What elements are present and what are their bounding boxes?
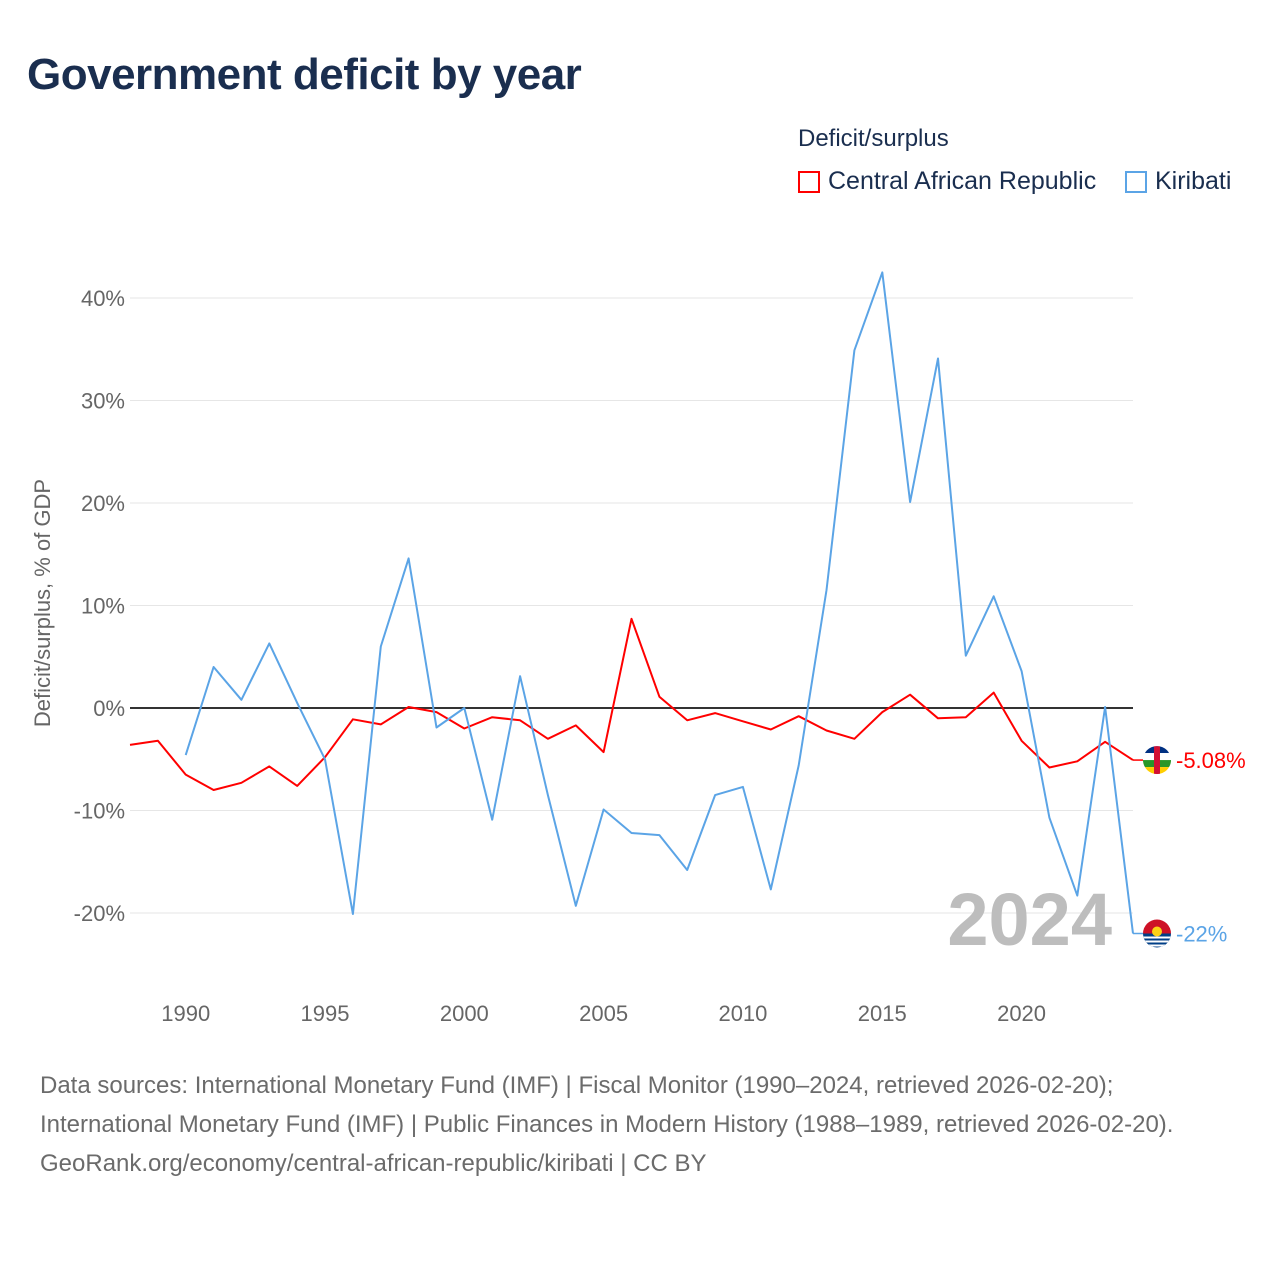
flag-wave — [1143, 944, 1171, 947]
x-tick-label: 1995 — [301, 1001, 350, 1026]
legend-item-kiribati[interactable]: Kiribati — [1125, 167, 1231, 196]
source-link[interactable]: GeoRank.org/economy/central-african-repu… — [40, 1150, 707, 1177]
flag-sun — [1152, 926, 1162, 937]
legend-title: Deficit/surplus — [798, 125, 949, 152]
end-value-label: -22% — [1176, 922, 1227, 947]
x-tick-label: 2015 — [858, 1001, 907, 1026]
legend-swatch — [1125, 170, 1147, 193]
data-sources: Data sources: International Monetary Fun… — [40, 1072, 1174, 1138]
legend-label: Kiribati — [1155, 167, 1232, 195]
x-tick-label: 2005 — [579, 1001, 628, 1026]
year-label: 2024 — [947, 878, 1112, 961]
line-chart: -20% -10% 0% 10% 20% 30% 40% 1990 1995 2000 2005 20… — [30, 271, 1246, 1026]
footer: Data sources: International Monetary Fun… — [40, 1066, 1240, 1183]
y-tick-label: 40% — [81, 286, 125, 311]
flag-wave — [1143, 940, 1171, 943]
y-tick-label: 20% — [81, 491, 125, 516]
end-value-label: -5.08% — [1176, 748, 1246, 773]
y-axis-label: Deficit/surplus, % of GDP — [30, 479, 55, 727]
x-tick-label: 2000 — [440, 1001, 489, 1026]
flag-wave — [1143, 936, 1171, 939]
x-tick-label: 2010 — [718, 1001, 767, 1026]
series-line — [184, 271, 1134, 934]
y-tick-label: -10% — [74, 799, 125, 824]
y-tick-label: 30% — [81, 389, 125, 414]
y-tick-label: 10% — [81, 594, 125, 619]
flag-stripe — [1154, 746, 1160, 775]
y-tick-label: 0% — [93, 696, 125, 721]
legend-item-car[interactable]: Central African Republic — [798, 167, 1096, 196]
legend-swatch — [798, 170, 820, 193]
x-tick-label: 2020 — [997, 1001, 1046, 1026]
chart-title: Government deficit by year — [27, 50, 582, 99]
x-tick-label: 1990 — [161, 1001, 210, 1026]
y-tick-label: -20% — [74, 901, 125, 926]
series-line — [129, 617, 1134, 791]
legend-label: Central African Republic — [828, 167, 1097, 195]
